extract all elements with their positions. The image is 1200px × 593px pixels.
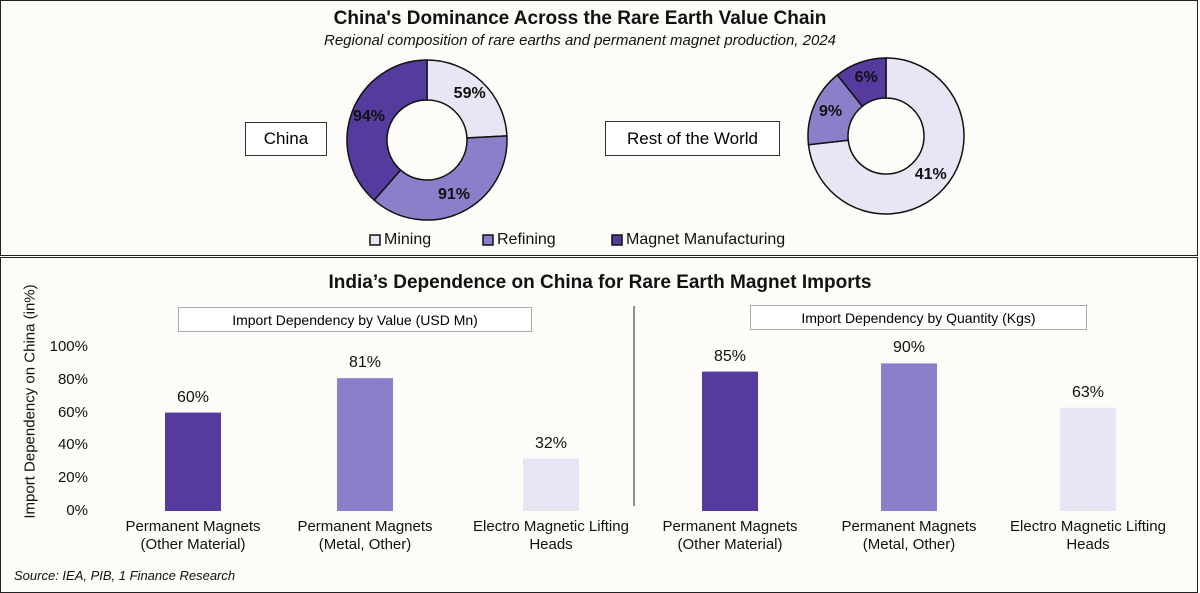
y-tick-label: 80% [57, 370, 88, 388]
bar [337, 378, 393, 511]
top-panel [0, 0, 1198, 256]
x-category-label: Permanent Magnets (Metal, Other) [841, 518, 977, 553]
value-panel-label: Import Dependency by Value (USD Mn) [178, 307, 532, 332]
bar-value-label: 85% [713, 347, 747, 365]
donut-label: 59% [453, 85, 486, 103]
donut-slice [836, 57, 887, 108]
y-tick-label: 20% [57, 469, 88, 487]
x-category-label: Permanent Magnets (Other Material) [662, 518, 798, 553]
donut-label: 41% [914, 165, 947, 183]
y-axis-label: Import Dependency on China (in%) [21, 284, 39, 519]
bar-value-label: 63% [1071, 383, 1105, 401]
bar-value-label: 32% [534, 434, 568, 452]
row-label: Rest of the World [605, 121, 780, 156]
bar [881, 363, 937, 511]
y-tick-label: 100% [49, 338, 88, 355]
bottom-title: India’s Dependence on China for Rare Ear… [328, 272, 872, 293]
china-label: China [245, 122, 327, 156]
legend-label: Mining [384, 231, 432, 248]
x-category-label: Permanent Magnets (Other Material) [125, 518, 261, 553]
y-tick-label: 40% [57, 436, 88, 454]
y-tick-label: 60% [57, 403, 88, 421]
bar [523, 458, 579, 511]
donut-label: 6% [854, 69, 878, 87]
x-category-label: Electro Magnetic Lifting Heads [1010, 518, 1166, 553]
donut-slice [807, 57, 965, 215]
x-category-label: Permanent Magnets (Metal, Other) [297, 518, 433, 553]
donut-label: 9% [819, 103, 843, 121]
donut-slice [346, 59, 428, 202]
top-title: China's Dominance Across the Rare Earth … [333, 8, 827, 29]
bar [702, 371, 758, 511]
donut-label: 94% [352, 108, 385, 126]
bar-value-label: 60% [176, 388, 210, 406]
legend-swatch [369, 234, 381, 246]
bar [165, 412, 221, 511]
legend-label: Refining [497, 231, 556, 248]
bar-value-label: 90% [892, 339, 926, 357]
donut-slice [426, 59, 508, 139]
y-tick-label: 0% [66, 502, 88, 519]
donut-label: 91% [437, 185, 471, 203]
source-note: Source: IEA, PIB, 1 Finance Research [14, 568, 236, 583]
x-category-label: Electro Magnetic Lifting Heads [473, 518, 629, 553]
bar-value-label: 81% [348, 354, 382, 372]
bar [1060, 407, 1116, 511]
legend-swatch [611, 234, 623, 246]
legend-swatch [482, 234, 494, 246]
quantity-panel-label: Import Dependency by Quantity (Kgs) [750, 305, 1087, 330]
top-subtitle: Regional composition of rare earths and … [324, 32, 836, 49]
legend-label: Magnet Manufacturing [626, 231, 786, 248]
donut-slice [373, 135, 508, 221]
